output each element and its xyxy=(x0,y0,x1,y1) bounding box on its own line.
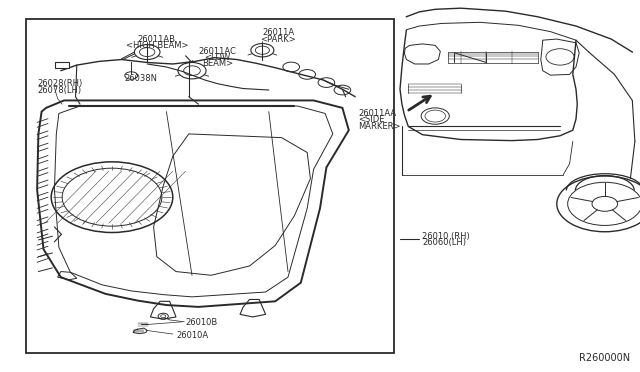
Text: R260000N: R260000N xyxy=(579,353,630,363)
Text: <SIDE: <SIDE xyxy=(358,115,385,124)
Text: MARKER>: MARKER> xyxy=(358,122,401,131)
Text: <HIGH BEAM>: <HIGH BEAM> xyxy=(125,41,188,50)
Text: 26028(RH): 26028(RH) xyxy=(37,79,83,88)
Text: 26078(LH): 26078(LH) xyxy=(37,86,81,94)
Text: <PARK>: <PARK> xyxy=(260,35,296,44)
Bar xyxy=(26,19,394,353)
Text: <LOW: <LOW xyxy=(204,53,231,62)
Circle shape xyxy=(161,315,166,318)
Text: 26010B: 26010B xyxy=(186,318,218,327)
Text: 26010A: 26010A xyxy=(176,331,208,340)
Text: 26011A: 26011A xyxy=(262,28,294,37)
Text: 26011AC: 26011AC xyxy=(198,47,237,56)
Bar xyxy=(55,62,69,68)
Text: 26060(LH): 26060(LH) xyxy=(422,238,467,247)
Text: BEAM>: BEAM> xyxy=(202,60,233,68)
Text: 26010 (RH): 26010 (RH) xyxy=(422,232,470,241)
Text: 26011AB: 26011AB xyxy=(138,35,176,44)
Text: 26038N: 26038N xyxy=(124,74,157,83)
Text: 26011AA: 26011AA xyxy=(358,109,397,118)
